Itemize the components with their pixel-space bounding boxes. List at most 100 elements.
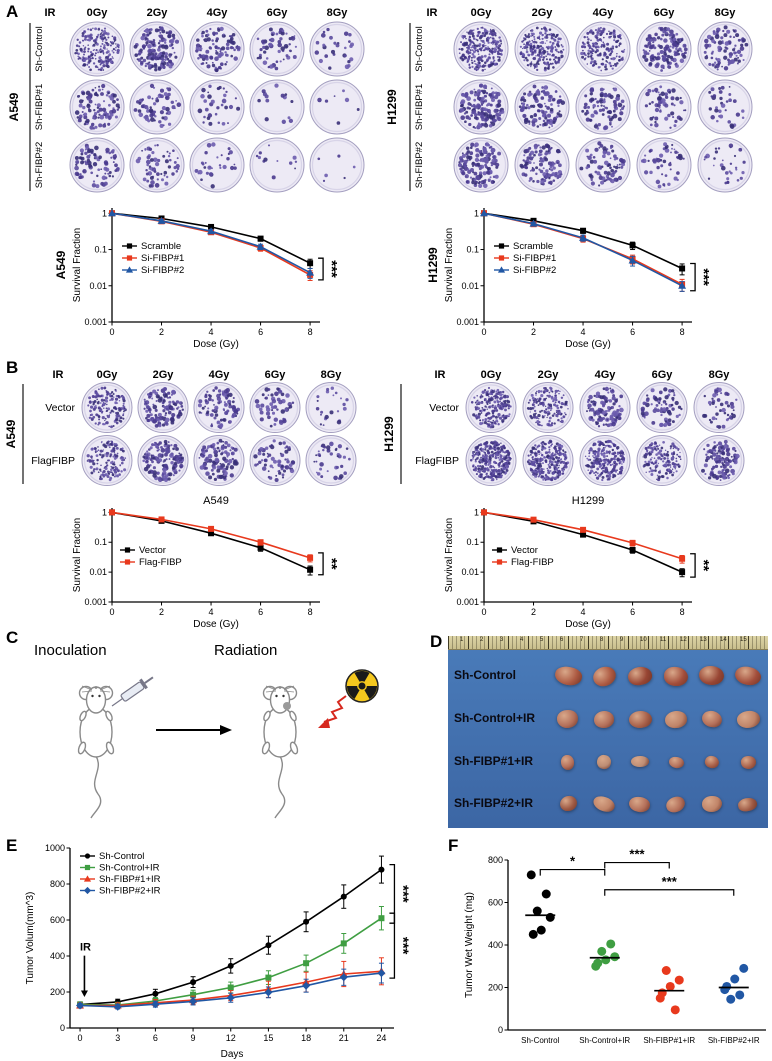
svg-text:Si-FIBP#1: Si-FIBP#1 bbox=[141, 253, 184, 264]
tumor bbox=[628, 710, 652, 728]
svg-text:2Gy: 2Gy bbox=[532, 7, 554, 19]
colony-dish bbox=[453, 79, 509, 135]
svg-text:***: *** bbox=[323, 260, 340, 278]
svg-text:Sh-FIBP#2: Sh-FIBP#2 bbox=[414, 142, 425, 188]
svg-text:2: 2 bbox=[531, 327, 536, 337]
svg-text:6: 6 bbox=[630, 327, 635, 337]
svg-text:4Gy: 4Gy bbox=[207, 7, 229, 19]
tumor-row-label: Sh-Control bbox=[454, 668, 516, 682]
ruler-number: 3 bbox=[500, 637, 504, 643]
ruler-number: 14 bbox=[720, 637, 727, 643]
colony-dish bbox=[636, 382, 688, 433]
colony-dish bbox=[514, 21, 570, 77]
svg-text:0.01: 0.01 bbox=[89, 281, 107, 291]
ir-annotation: IR bbox=[80, 942, 91, 954]
tumor-volume-chart: 0 3 6 9 12 15 18 21 2402004006008001000DaysTumor… bbox=[25, 843, 411, 1060]
tumor bbox=[703, 754, 721, 770]
svg-text:FlagFIBP: FlagFIBP bbox=[415, 455, 459, 467]
xenograft-schematic: Inoculation Radiation bbox=[8, 634, 438, 836]
ruler-number: 1 bbox=[460, 637, 464, 643]
svg-text:0Gy: 0Gy bbox=[481, 369, 503, 381]
colony-dish bbox=[514, 137, 570, 193]
ruler-number: 5 bbox=[540, 637, 544, 643]
colony-dish bbox=[193, 435, 245, 486]
tumor bbox=[556, 709, 580, 729]
colony-dish bbox=[575, 79, 631, 135]
colony-dish bbox=[579, 435, 631, 486]
colony-dish bbox=[129, 21, 185, 77]
ruler-number: 13 bbox=[700, 637, 707, 643]
tumor bbox=[626, 664, 654, 687]
colony-dish bbox=[249, 382, 301, 433]
colony-dish bbox=[453, 21, 509, 77]
radiation-symbol bbox=[345, 669, 379, 703]
panel-label-a: A bbox=[6, 2, 19, 21]
svg-text:4Gy: 4Gy bbox=[595, 369, 617, 381]
svg-text:Sh-FIBP#1: Sh-FIBP#1 bbox=[34, 84, 45, 130]
svg-text:Survival Fraction: Survival Fraction bbox=[444, 228, 455, 302]
tumor-site-dot bbox=[283, 702, 291, 710]
svg-text:0.1: 0.1 bbox=[466, 245, 479, 255]
panel-label-e: E bbox=[6, 836, 18, 855]
svg-text:IR: IR bbox=[53, 369, 64, 381]
colony-dish bbox=[305, 382, 357, 433]
ruler-number: 12 bbox=[680, 637, 687, 643]
svg-text:8: 8 bbox=[308, 327, 313, 337]
colony-dish bbox=[193, 382, 245, 433]
series-Si-FIBP#1 bbox=[481, 210, 686, 292]
svg-text:2Gy: 2Gy bbox=[153, 369, 175, 381]
colony-dish bbox=[636, 21, 692, 77]
svg-text:A549: A549 bbox=[7, 92, 21, 121]
series-Si-FIBP#1 bbox=[109, 210, 314, 281]
series-Flag-FIBP bbox=[109, 509, 314, 563]
group-Sh-Control+IR bbox=[589, 939, 620, 971]
svg-text:2Gy: 2Gy bbox=[147, 7, 169, 19]
colony-dish bbox=[697, 21, 753, 77]
svg-text:0: 0 bbox=[109, 327, 114, 337]
svg-text:H1299: H1299 bbox=[385, 89, 399, 125]
svg-text:Dose (Gy): Dose (Gy) bbox=[565, 339, 611, 350]
tumor bbox=[698, 665, 726, 687]
svg-text:8Gy: 8Gy bbox=[709, 369, 731, 381]
inoculation-label: Inoculation bbox=[34, 642, 107, 659]
panel-label-c: C bbox=[6, 628, 19, 647]
tumor bbox=[740, 755, 756, 769]
colony-assay-a549-knockdown: IR 0Gy 2Gy 4Gy 6Gy 8Gy A549 Sh-Control Sh-FIBP#1… bbox=[7, 7, 365, 193]
tumor bbox=[561, 754, 575, 770]
colony-dish bbox=[309, 79, 365, 135]
colony-dish bbox=[69, 137, 125, 193]
colony-dish bbox=[636, 79, 692, 135]
panel-label-d: D bbox=[430, 632, 443, 651]
svg-text:Sh-Control: Sh-Control bbox=[34, 26, 45, 71]
ruler-number: 10 bbox=[640, 637, 647, 643]
survival-chart-a549-knockdown: 0 2 4 6 8 1 0.1 0.01 0.001 Dose (Gy) Survival Frac… bbox=[54, 208, 340, 350]
colony-dish bbox=[309, 21, 365, 77]
tumor-row-label: Sh-FIBP#2+IR bbox=[454, 796, 534, 810]
svg-text:Vector: Vector bbox=[45, 402, 75, 414]
series-Flag-FIBP bbox=[481, 509, 686, 564]
svg-text:Si-FIBP#2: Si-FIBP#2 bbox=[513, 265, 556, 276]
colony-dish bbox=[189, 137, 245, 193]
colony-dish bbox=[189, 79, 245, 135]
svg-text:0.001: 0.001 bbox=[456, 317, 479, 327]
svg-text:Dose (Gy): Dose (Gy) bbox=[193, 339, 239, 350]
svg-text:A549: A549 bbox=[4, 419, 18, 448]
tumor bbox=[591, 793, 617, 815]
colony-dish bbox=[249, 137, 305, 193]
ruler-number: 2 bbox=[480, 637, 484, 643]
tumor bbox=[593, 710, 615, 728]
svg-text:Si-FIBP#1: Si-FIBP#1 bbox=[513, 253, 556, 264]
tumor-volume-panel: 0 3 6 9 12 15 18 21 24 0 200 400 600 800 1000 Days Tumor… bbox=[6, 836, 442, 1061]
tumor-row-label: Sh-Control+IR bbox=[454, 711, 535, 725]
series-Sh-FIBP#2+IR bbox=[76, 962, 386, 1011]
colony-dish bbox=[636, 137, 692, 193]
svg-text:2: 2 bbox=[159, 327, 164, 337]
colony-dish bbox=[693, 435, 745, 486]
svg-text:4: 4 bbox=[209, 327, 214, 337]
svg-text:***: *** bbox=[695, 268, 712, 286]
tumor-weight-panel: 0 200 400 600 800 Tumor Wet Weight (mg) Sh-Con… bbox=[446, 836, 772, 1061]
colony-dish bbox=[465, 435, 517, 486]
svg-text:Sh-FIBP#1: Sh-FIBP#1 bbox=[414, 84, 425, 130]
